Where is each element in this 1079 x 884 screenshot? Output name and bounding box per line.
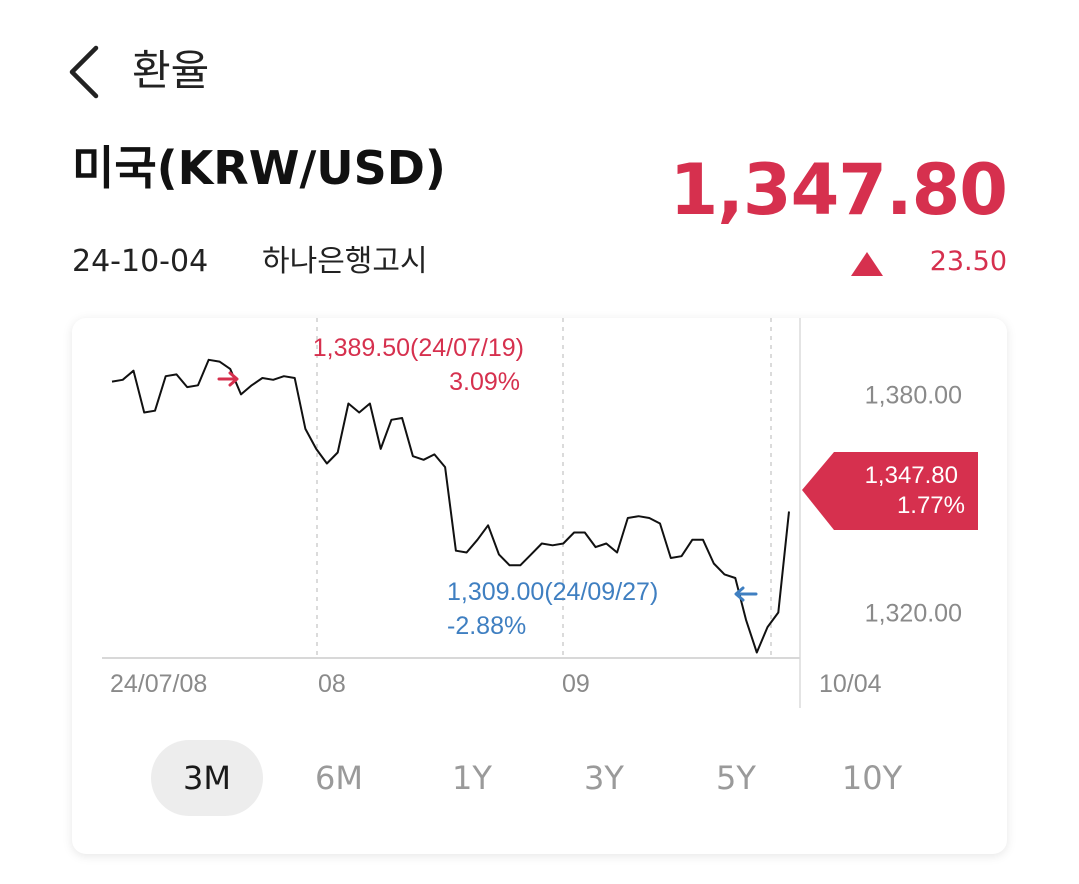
app-header: 환율 xyxy=(0,0,1079,130)
period-selector: 3M 6M 1Y 3Y 5Y 10Y xyxy=(72,738,1007,818)
triangle-up-icon xyxy=(851,252,883,276)
y-tick-label: 1,380.00 xyxy=(865,381,962,409)
min-percent: -2.88% xyxy=(447,612,526,640)
current-price: 1,347.80 xyxy=(669,149,1008,231)
x-tick-label: 09 xyxy=(562,670,590,698)
current-value-tag xyxy=(802,452,978,530)
exchange-rate-chart[interactable]: 1,389.50(24/07/19) 3.09% 1,309.00(24/09/… xyxy=(72,318,1007,718)
current-value-label: 1,347.80 xyxy=(865,462,958,489)
max-label: 1,389.50(24/07/19) xyxy=(313,334,524,362)
series-line xyxy=(111,358,790,654)
currency-pair-name: 미국(KRW/USD) xyxy=(72,141,446,195)
chevron-left-icon xyxy=(69,45,99,99)
min-arrow-icon xyxy=(734,586,758,602)
x-tick-label: 24/07/08 xyxy=(110,670,207,698)
range-tab-1y[interactable]: 1Y xyxy=(452,759,492,797)
max-arrow-icon xyxy=(217,371,239,387)
range-tab-5y[interactable]: 5Y xyxy=(716,759,756,797)
back-button[interactable] xyxy=(62,40,112,104)
x-tick-label: 10/04 xyxy=(819,670,882,698)
current-value-percent: 1.77% xyxy=(897,492,965,519)
range-tab-10y[interactable]: 10Y xyxy=(841,759,903,797)
range-tab-3y[interactable]: 3Y xyxy=(584,759,624,797)
page-title: 환율 xyxy=(132,46,210,95)
x-tick-label: 08 xyxy=(318,670,346,698)
y-tick-label: 1,320.00 xyxy=(865,600,962,628)
change-value: 23.50 xyxy=(929,246,1007,277)
rate-date: 24-10-04 xyxy=(72,244,209,279)
range-tab-3m[interactable]: 3M xyxy=(151,740,263,816)
chart-card: 1,389.50(24/07/19) 3.09% 1,309.00(24/09/… xyxy=(72,318,1007,854)
min-label: 1,309.00(24/09/27) xyxy=(447,578,658,606)
rate-source: 하나은행고시 xyxy=(262,244,428,279)
max-percent: 3.09% xyxy=(449,368,520,396)
range-tab-6m[interactable]: 6M xyxy=(315,759,363,797)
